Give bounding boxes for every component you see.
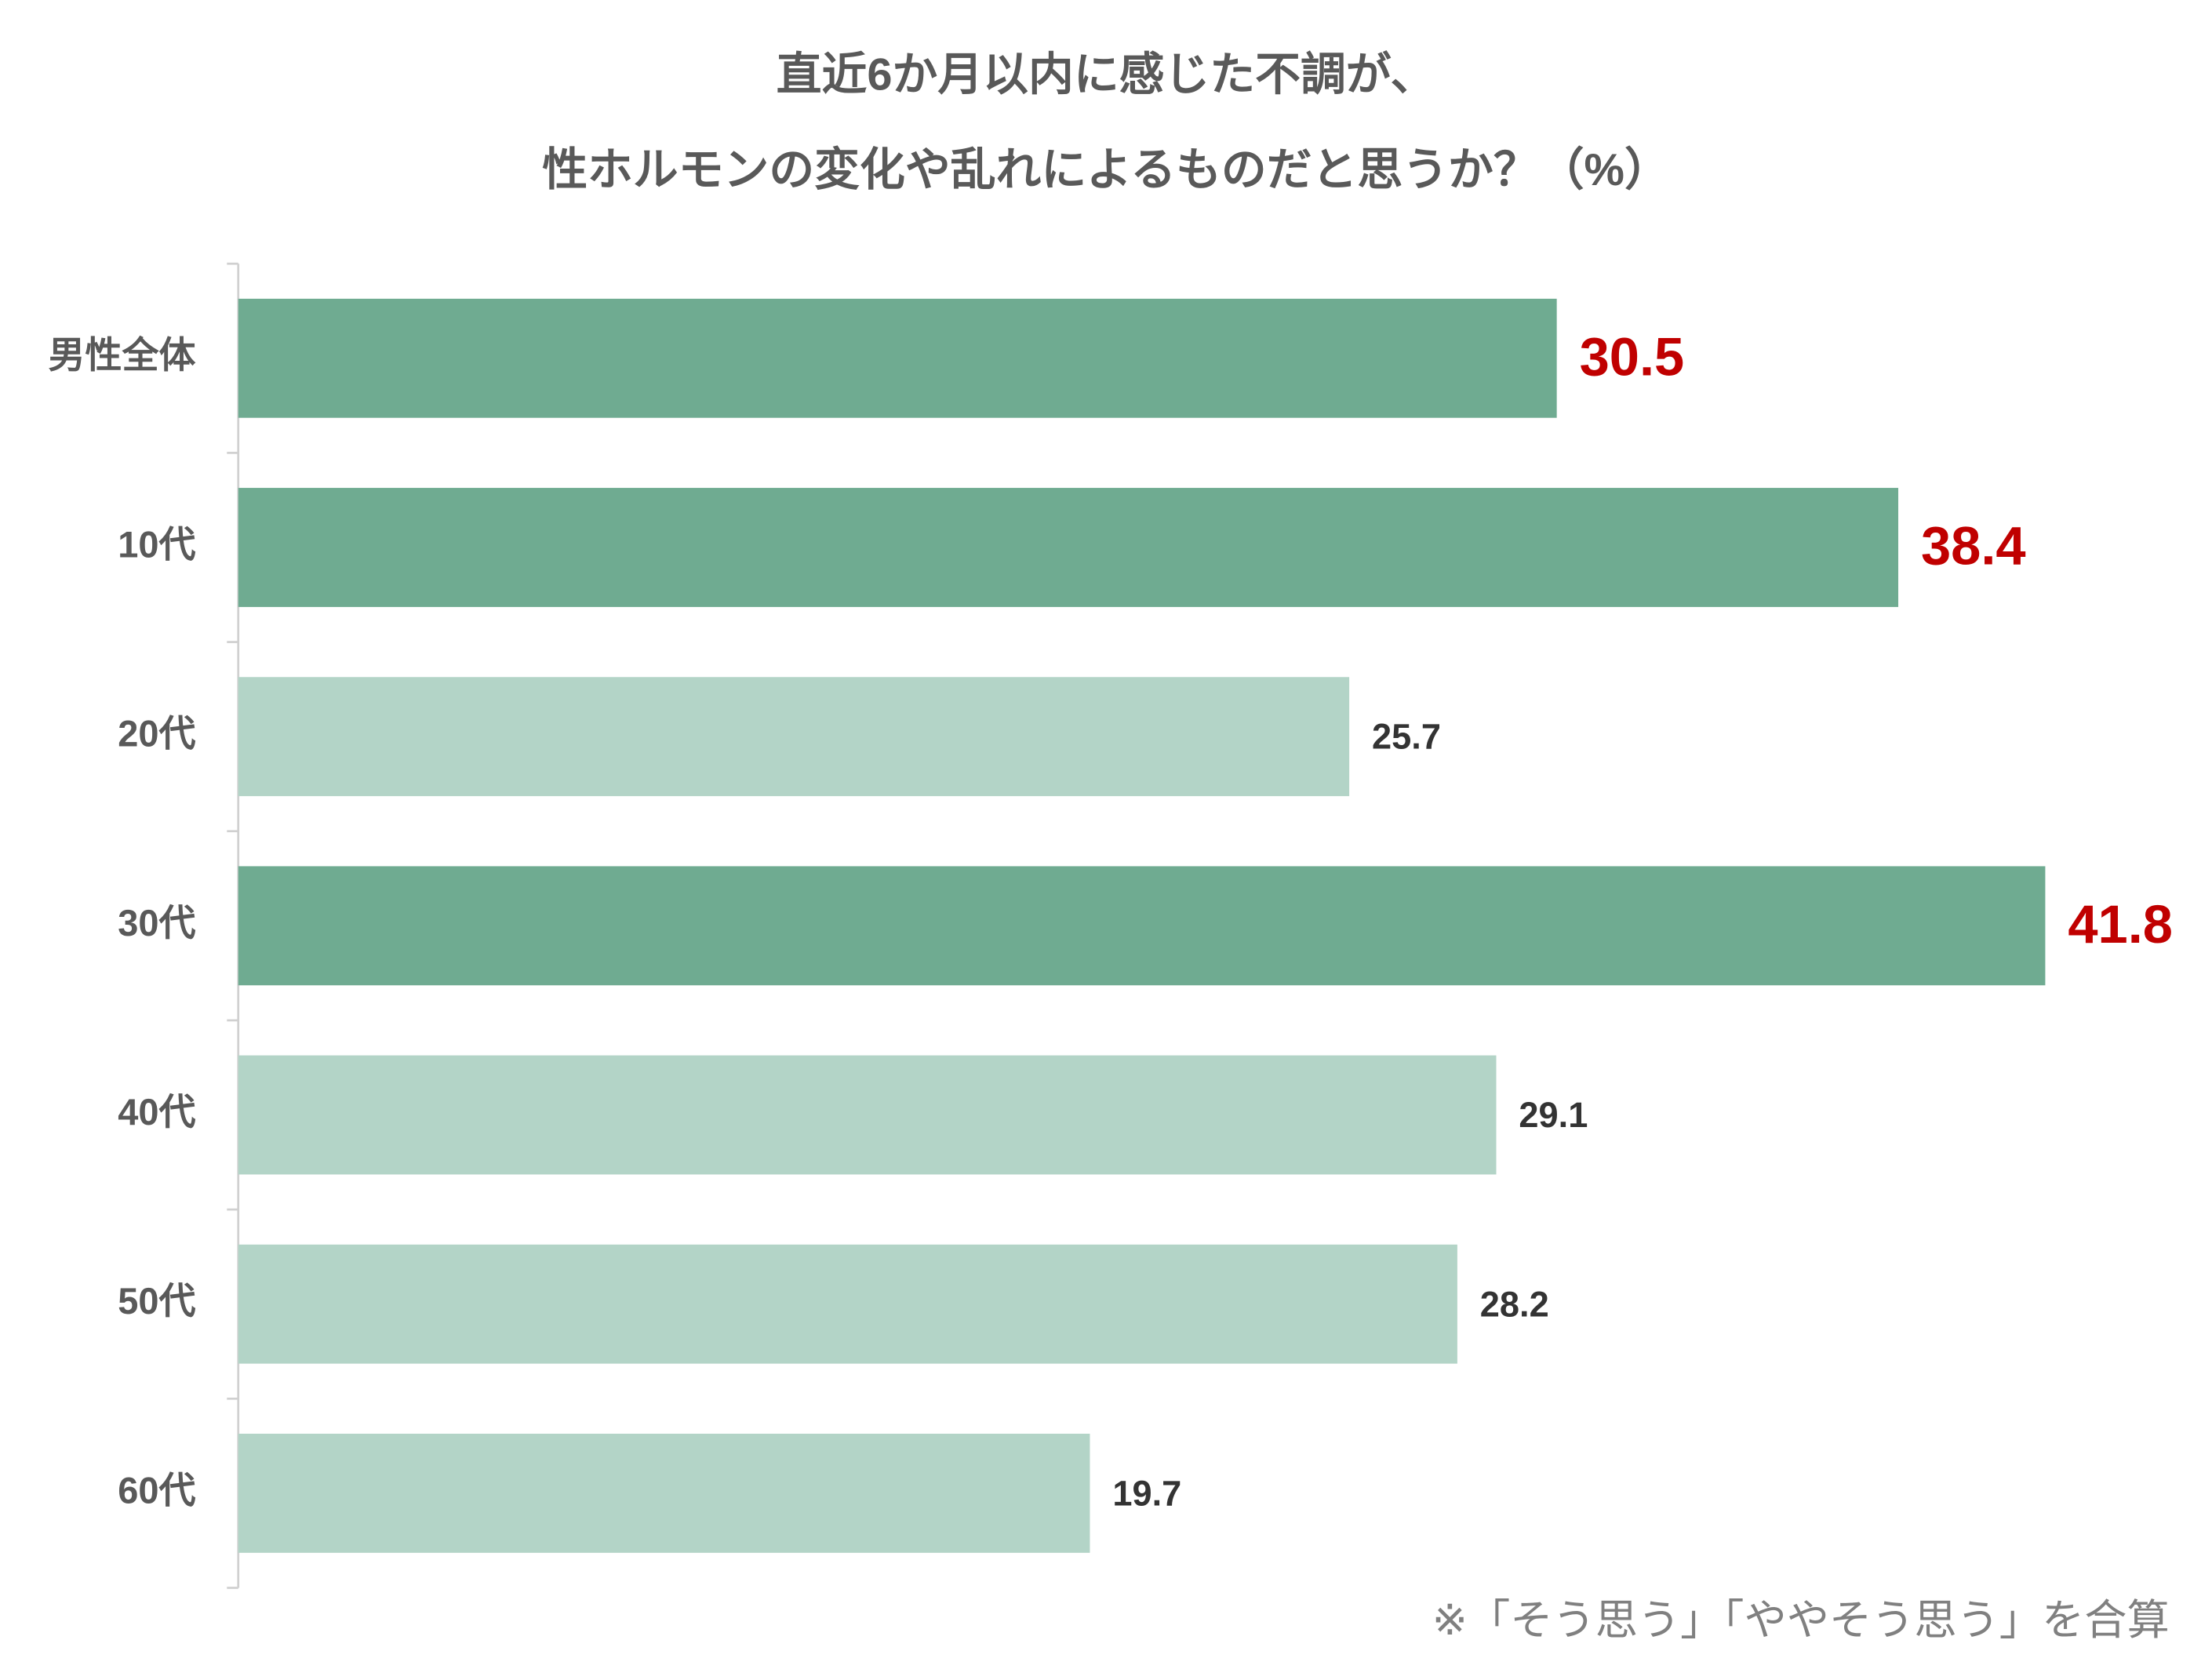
bar xyxy=(238,1244,1457,1364)
value-label: 41.8 xyxy=(2068,894,2173,955)
value-label: 30.5 xyxy=(1580,327,1685,387)
chart-title: 直近6か月以内に感じた不調が、 xyxy=(777,50,1436,100)
category-label: 50代 xyxy=(118,1280,195,1322)
category-label: 男性全体 xyxy=(49,334,196,376)
bar xyxy=(238,866,2046,986)
value-label: 29.1 xyxy=(1519,1095,1588,1135)
bar xyxy=(238,1055,1497,1175)
category-label: 10代 xyxy=(118,523,195,565)
value-label: 28.2 xyxy=(1480,1284,1549,1324)
category-label: 60代 xyxy=(118,1469,195,1511)
value-label: 19.7 xyxy=(1112,1473,1181,1513)
footnote: ※「そう思う」「ややそう思う」を合算 xyxy=(1432,1597,2170,1644)
category-label: 40代 xyxy=(118,1091,195,1133)
bar xyxy=(238,298,1557,418)
bar xyxy=(238,1433,1090,1553)
bar xyxy=(238,677,1350,797)
bar xyxy=(238,488,1899,607)
chart-title: 性ホルモンの変化や乱れによるものだと思うか？（%） xyxy=(542,144,1670,195)
value-label: 38.4 xyxy=(1921,516,2026,576)
category-label: 30代 xyxy=(118,902,195,944)
value-label: 25.7 xyxy=(1372,717,1441,757)
category-label: 20代 xyxy=(118,713,195,755)
